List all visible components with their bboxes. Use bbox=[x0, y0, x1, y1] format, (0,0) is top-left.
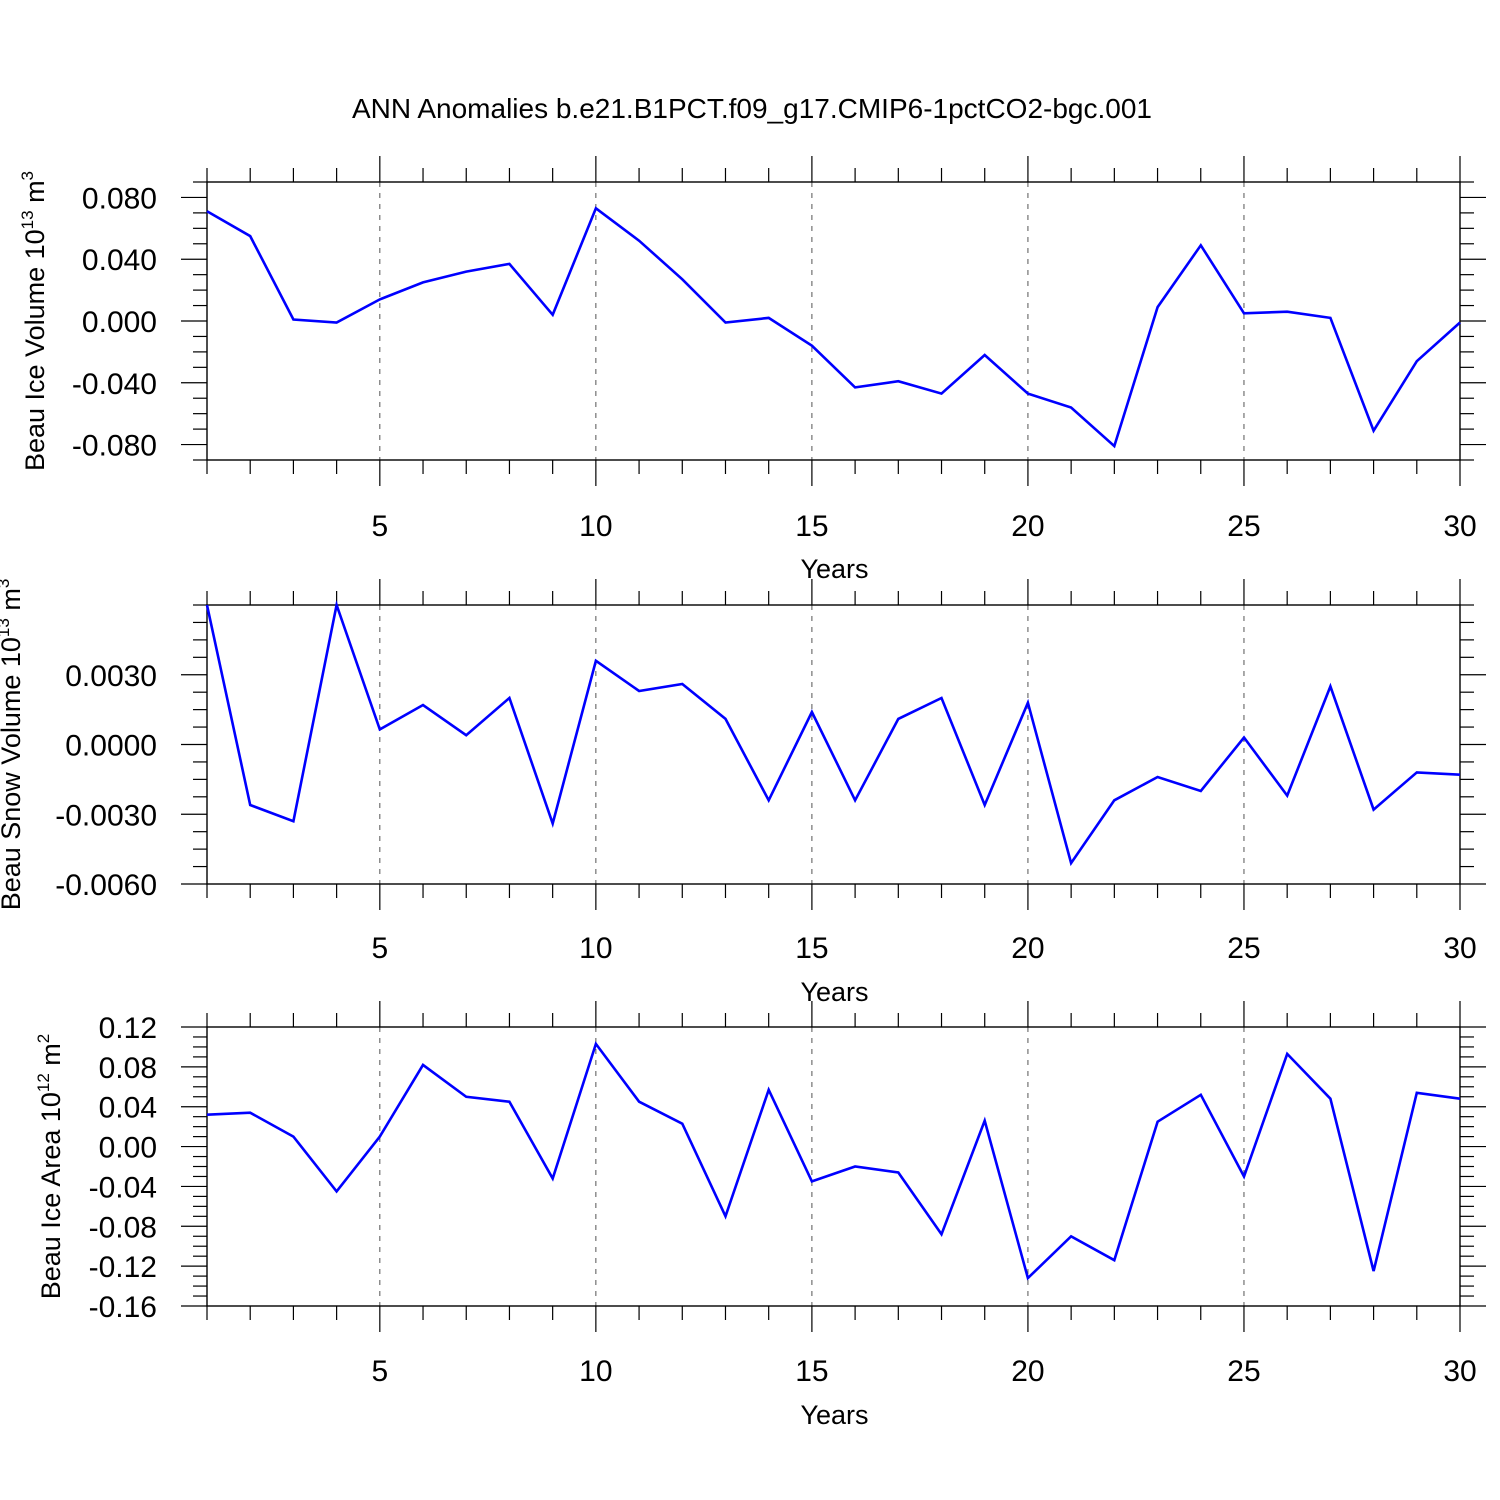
y-tick-label: 0.0030 bbox=[65, 660, 157, 693]
plot-frame bbox=[206, 604, 1461, 885]
x-tick-label: 20 bbox=[1011, 1355, 1044, 1388]
y-tick-label: 0.000 bbox=[82, 306, 157, 339]
y-tick-label: 0.040 bbox=[82, 244, 157, 277]
y-tick-label: -0.080 bbox=[72, 430, 157, 463]
x-tick-label: 30 bbox=[1443, 932, 1476, 965]
x-tick-label: 10 bbox=[579, 1355, 612, 1388]
y-tick-label: 0.080 bbox=[82, 182, 157, 215]
series-line bbox=[206, 1041, 1461, 1281]
x-tick-label: 25 bbox=[1227, 932, 1260, 965]
y-tick-label: -0.16 bbox=[89, 1291, 157, 1324]
x-tick-label: 25 bbox=[1227, 1355, 1260, 1388]
y-tick-label: -0.0060 bbox=[55, 869, 157, 902]
y-tick-label: 0.12 bbox=[99, 1012, 157, 1045]
x-tick-label: 30 bbox=[1443, 510, 1476, 543]
x-tick-label: 5 bbox=[371, 1355, 388, 1388]
plot-frame bbox=[206, 181, 1461, 461]
y-axis-label: Beau Snow Volume 1013 m3 bbox=[0, 579, 26, 911]
plot-frame bbox=[206, 1026, 1461, 1307]
x-tick-label: 10 bbox=[579, 510, 612, 543]
y-tick-label: 0.00 bbox=[99, 1132, 157, 1165]
y-tick-label: 0.0000 bbox=[65, 730, 157, 763]
y-axis-label: Beau Ice Volume 1013 m3 bbox=[18, 171, 50, 471]
y-tick-label: -0.040 bbox=[72, 368, 157, 401]
x-tick-label: 5 bbox=[371, 932, 388, 965]
y-tick-label: 0.04 bbox=[99, 1092, 157, 1125]
panel-1: 0.080 0.040 0.000 -0.040 -0.080 5 10 15 20 25 30 Ye… bbox=[18, 156, 1486, 584]
x-axis-label: Years bbox=[800, 554, 868, 584]
x-tick-label: 15 bbox=[795, 1355, 828, 1388]
x-tick-label: 10 bbox=[579, 932, 612, 965]
x-axis-label: Years bbox=[800, 977, 868, 1007]
y-tick-label: -0.08 bbox=[89, 1211, 157, 1244]
x-tick-label: 15 bbox=[795, 510, 828, 543]
y-tick-label: -0.0030 bbox=[55, 799, 157, 832]
x-tick-label: 25 bbox=[1227, 510, 1260, 543]
series-line bbox=[206, 206, 1461, 449]
y-tick-label: -0.04 bbox=[89, 1171, 157, 1204]
x-tick-label: 30 bbox=[1443, 1355, 1476, 1388]
y-tick-label: -0.12 bbox=[89, 1251, 157, 1284]
y-tick-label: 0.08 bbox=[99, 1052, 157, 1085]
series-line bbox=[205, 600, 1461, 867]
x-tick-label: 5 bbox=[371, 510, 388, 543]
panel-2: 0.0030 0.0000 -0.0030 -0.0060 5 10 15 20 25 30 Yea… bbox=[0, 579, 1486, 1007]
x-tick-label: 20 bbox=[1011, 932, 1044, 965]
panels: 0.080 0.040 0.000 -0.040 -0.080 5 10 15 20 25 30 Ye… bbox=[0, 156, 1486, 1430]
x-axis-label: Years bbox=[800, 1400, 868, 1430]
x-tick-label: 20 bbox=[1011, 510, 1044, 543]
x-tick-label: 15 bbox=[795, 932, 828, 965]
panel-3: 0.12 0.08 0.04 0.00 -0.04 -0.08 -0.12 -0.16 5 10 1… bbox=[34, 1001, 1486, 1430]
figure-title: ANN Anomalies b.e21.B1PCT.f09_g17.CMIP6-… bbox=[352, 93, 1152, 124]
y-axis-label: Beau Ice Area 1012 m2 bbox=[34, 1034, 66, 1300]
